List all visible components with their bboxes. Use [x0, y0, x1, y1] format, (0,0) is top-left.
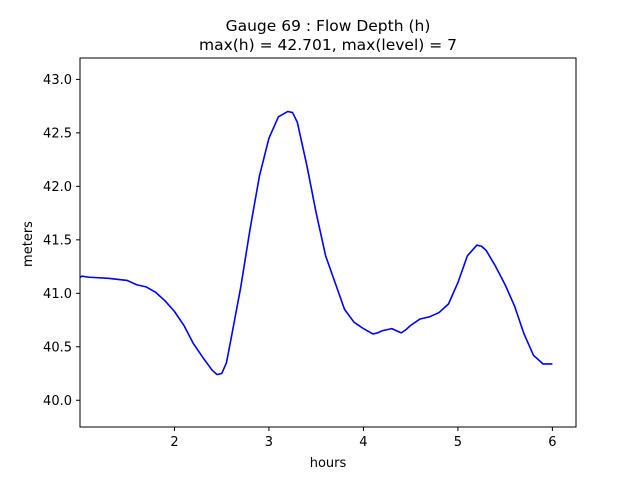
y-tick-label: 41.0 [43, 287, 72, 302]
x-tick-label: 3 [265, 435, 273, 450]
x-tick-label: 6 [548, 435, 556, 450]
y-tick-label: 41.5 [43, 233, 72, 248]
axes-frame [79, 57, 577, 428]
x-tick-label: 4 [359, 435, 367, 450]
x-tick-label: 5 [454, 435, 462, 450]
y-tick-label: 43.0 [43, 73, 72, 88]
y-tick-label: 42.5 [43, 126, 72, 141]
y-tick-label: 40.0 [43, 394, 72, 409]
y-tick-label: 42.0 [43, 180, 72, 195]
series-line-0 [79, 110, 553, 376]
y-tick-label: 40.5 [43, 340, 72, 355]
x-axis-label: hours [310, 456, 347, 471]
x-tick-label: 2 [170, 435, 178, 450]
chart-title: Gauge 69 : Flow Depth (h) [226, 17, 431, 35]
chart-subtitle: max(h) = 42.701, max(level) = 7 [199, 36, 457, 54]
plot-area: 2 3 4 5 6 40.0 40.5 41.0 41.5 42.0 42.5 43.0 [43, 57, 577, 450]
y-axis-label: meters [21, 221, 36, 267]
